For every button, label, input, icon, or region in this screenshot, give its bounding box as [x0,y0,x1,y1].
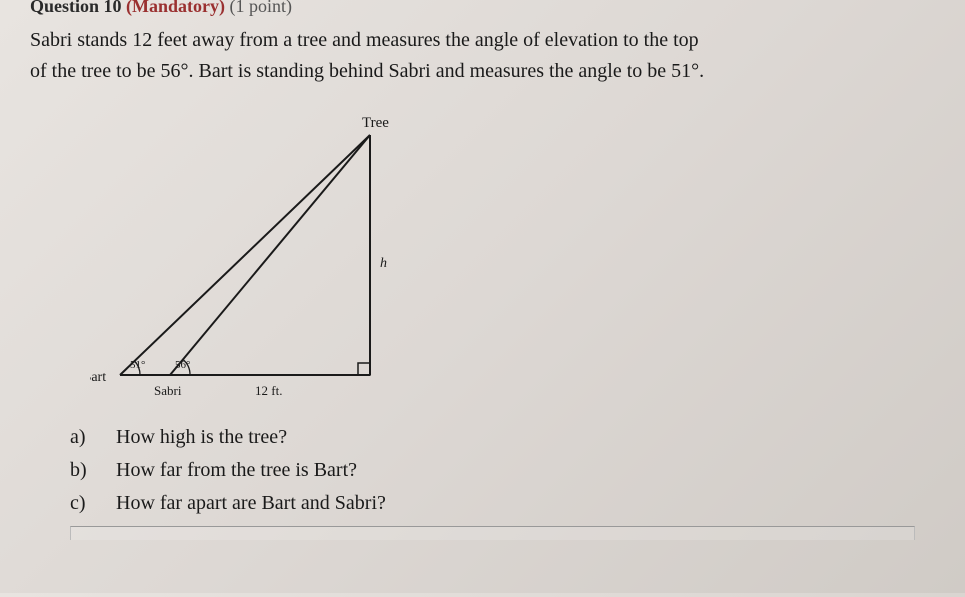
problem-line-2: of the tree to be 56°. Bart is standing … [30,56,935,87]
triangle-diagram: Tree h Bart Sabri 12 ft. 51° 56° [90,105,450,415]
question-number: Question 10 [30,0,122,16]
answer-input-box[interactable] [70,526,915,540]
problem-line-1: Sabri stands 12 feet away from a tree an… [30,25,935,56]
sabri-angle-label: 56° [175,359,190,371]
sub-b-text: How far from the tree is Bart? [116,454,357,487]
page-content: Question 10 (Mandatory) (1 point) Sabri … [0,0,965,560]
subquestion-a: a) How high is the tree? [70,421,935,454]
points-label: (1 point) [230,0,293,16]
tree-label: Tree [362,115,389,131]
sub-a-letter: a) [70,421,92,454]
bart-sight-line [120,135,370,375]
bart-angle-label: 51° [130,359,145,371]
subquestion-c: c) How far apart are Bart and Sabri? [70,487,935,520]
sub-c-text: How far apart are Bart and Sabri? [116,487,386,520]
sabri-label: Sabri [154,383,182,398]
subquestions: a) How high is the tree? b) How far from… [70,421,935,520]
bart-label: Bart [90,370,106,385]
height-label: h [380,256,387,271]
sub-b-letter: b) [70,454,92,487]
base-distance-label: 12 ft. [255,383,282,398]
sub-c-letter: c) [70,487,92,520]
sub-a-text: How high is the tree? [116,421,287,454]
sabri-sight-line [170,135,370,375]
subquestion-b: b) How far from the tree is Bart? [70,454,935,487]
right-angle-marker [358,363,370,375]
problem-statement: Sabri stands 12 feet away from a tree an… [30,25,935,87]
question-header: Question 10 (Mandatory) (1 point) [30,0,935,17]
mandatory-label: (Mandatory) [126,0,225,16]
diagram-svg: Tree h Bart Sabri 12 ft. 51° 56° [90,105,450,415]
